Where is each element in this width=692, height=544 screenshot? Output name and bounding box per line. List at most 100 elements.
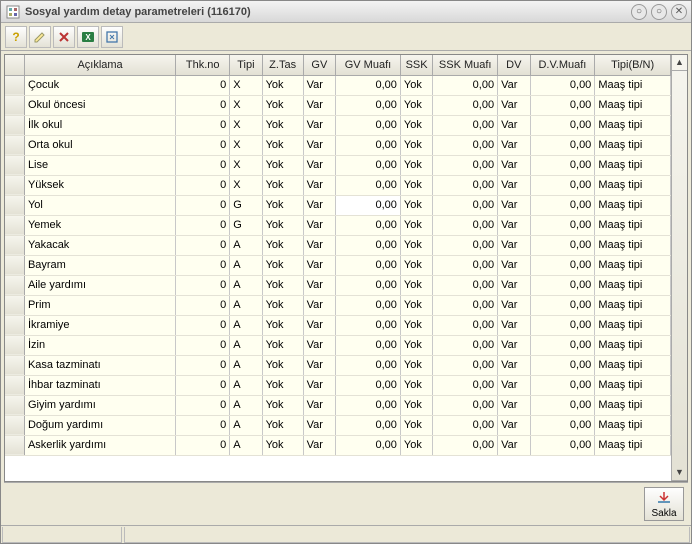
cell-sskmuafi[interactable]: 0,00 [433, 75, 498, 95]
refresh-button[interactable] [101, 26, 123, 48]
cell-ssk[interactable]: Yok [400, 135, 432, 155]
cell-aciklama[interactable]: Giyim yardımı [24, 395, 175, 415]
cell-sskmuafi[interactable]: 0,00 [433, 355, 498, 375]
cell-ssk[interactable]: Yok [400, 275, 432, 295]
row-handle[interactable] [5, 395, 24, 415]
cell-tipibn[interactable]: Maaş tipi [595, 235, 671, 255]
cell-tipi[interactable]: X [230, 155, 262, 175]
edit-button[interactable] [29, 26, 51, 48]
scroll-up-icon[interactable]: ▲ [672, 55, 687, 71]
cell-thkno[interactable]: 0 [176, 95, 230, 115]
cell-thkno[interactable]: 0 [176, 435, 230, 455]
cell-tipi[interactable]: X [230, 175, 262, 195]
table-row[interactable]: Kasa tazminatı0AYokVar0,00Yok0,00Var0,00… [5, 355, 671, 375]
cell-sskmuafi[interactable]: 0,00 [433, 315, 498, 335]
row-handle[interactable] [5, 235, 24, 255]
cell-dvmuafi[interactable]: 0,00 [530, 435, 595, 455]
cell-dv[interactable]: Var [498, 295, 530, 315]
cell-aciklama[interactable]: İhbar tazminatı [24, 375, 175, 395]
scroll-track[interactable] [672, 71, 687, 465]
cell-thkno[interactable]: 0 [176, 215, 230, 235]
cell-dv[interactable]: Var [498, 155, 530, 175]
cell-dv[interactable]: Var [498, 255, 530, 275]
col-header-aciklama[interactable]: Açıklama [24, 55, 175, 75]
cell-ssk[interactable]: Yok [400, 215, 432, 235]
cell-gvmuafi[interactable]: 0,00 [336, 115, 401, 135]
cell-gv[interactable]: Var [303, 235, 335, 255]
cell-sskmuafi[interactable]: 0,00 [433, 115, 498, 135]
cell-tipibn[interactable]: Maaş tipi [595, 295, 671, 315]
cell-tipibn[interactable]: Maaş tipi [595, 435, 671, 455]
cell-dvmuafi[interactable]: 0,00 [530, 215, 595, 235]
col-header-tipibn[interactable]: Tipi(B/N) [595, 55, 671, 75]
cell-tipibn[interactable]: Maaş tipi [595, 115, 671, 135]
cell-sskmuafi[interactable]: 0,00 [433, 255, 498, 275]
cell-aciklama[interactable]: Doğum yardımı [24, 415, 175, 435]
cell-thkno[interactable]: 0 [176, 395, 230, 415]
cell-tipi[interactable]: A [230, 235, 262, 255]
close-button[interactable]: ✕ [671, 4, 687, 20]
cell-thkno[interactable]: 0 [176, 75, 230, 95]
row-handle[interactable] [5, 275, 24, 295]
cell-ztas[interactable]: Yok [262, 295, 303, 315]
cell-dvmuafi[interactable]: 0,00 [530, 395, 595, 415]
table-row[interactable]: Askerlik yardımı0AYokVar0,00Yok0,00Var0,… [5, 435, 671, 455]
cell-dvmuafi[interactable]: 0,00 [530, 375, 595, 395]
cell-dv[interactable]: Var [498, 135, 530, 155]
cell-gvmuafi[interactable]: 0,00 [336, 295, 401, 315]
col-header-gv[interactable]: GV [303, 55, 335, 75]
table-row[interactable]: Okul öncesi0XYokVar0,00Yok0,00Var0,00Maa… [5, 95, 671, 115]
cell-gv[interactable]: Var [303, 175, 335, 195]
cell-aciklama[interactable]: Orta okul [24, 135, 175, 155]
cell-tipi[interactable]: X [230, 135, 262, 155]
cell-tipi[interactable]: A [230, 375, 262, 395]
cell-gvmuafi[interactable]: 0,00 [336, 255, 401, 275]
cell-dvmuafi[interactable]: 0,00 [530, 195, 595, 215]
cell-ztas[interactable]: Yok [262, 415, 303, 435]
cell-ssk[interactable]: Yok [400, 315, 432, 335]
cell-ssk[interactable]: Yok [400, 435, 432, 455]
cell-thkno[interactable]: 0 [176, 195, 230, 215]
cell-ztas[interactable]: Yok [262, 235, 303, 255]
cell-dvmuafi[interactable]: 0,00 [530, 235, 595, 255]
cell-tipi[interactable]: X [230, 95, 262, 115]
cell-sskmuafi[interactable]: 0,00 [433, 175, 498, 195]
cell-gvmuafi[interactable]: 0,00 [336, 195, 401, 215]
vertical-scrollbar[interactable]: ▲ ▼ [671, 55, 687, 481]
cell-dv[interactable]: Var [498, 175, 530, 195]
grid-scroll[interactable]: AçıklamaThk.noTipiZ.TasGVGV MuafıSSKSSK … [5, 55, 671, 481]
cell-ztas[interactable]: Yok [262, 75, 303, 95]
table-row[interactable]: Çocuk0XYokVar0,00Yok0,00Var0,00Maaş tipi [5, 75, 671, 95]
cell-gv[interactable]: Var [303, 395, 335, 415]
col-header-ssk[interactable]: SSK [400, 55, 432, 75]
col-header-tipi[interactable]: Tipi [230, 55, 262, 75]
table-row[interactable]: Prim0AYokVar0,00Yok0,00Var0,00Maaş tipi [5, 295, 671, 315]
table-row[interactable]: Yol0GYokVar0,00Yok0,00Var0,00Maaş tipi [5, 195, 671, 215]
cell-tipi[interactable]: A [230, 295, 262, 315]
help-button[interactable]: ? [5, 26, 27, 48]
cell-aciklama[interactable]: İzin [24, 335, 175, 355]
cell-tipibn[interactable]: Maaş tipi [595, 375, 671, 395]
cell-aciklama[interactable]: İkramiye [24, 315, 175, 335]
cell-gv[interactable]: Var [303, 115, 335, 135]
cell-gv[interactable]: Var [303, 215, 335, 235]
cell-thkno[interactable]: 0 [176, 255, 230, 275]
cell-tipibn[interactable]: Maaş tipi [595, 175, 671, 195]
table-row[interactable]: İzin0AYokVar0,00Yok0,00Var0,00Maaş tipi [5, 335, 671, 355]
cell-thkno[interactable]: 0 [176, 275, 230, 295]
cell-gvmuafi[interactable]: 0,00 [336, 235, 401, 255]
cell-aciklama[interactable]: Kasa tazminatı [24, 355, 175, 375]
row-handle[interactable] [5, 375, 24, 395]
cell-thkno[interactable]: 0 [176, 295, 230, 315]
cell-tipi[interactable]: A [230, 435, 262, 455]
cell-sskmuafi[interactable]: 0,00 [433, 95, 498, 115]
cell-ztas[interactable]: Yok [262, 95, 303, 115]
cell-ssk[interactable]: Yok [400, 235, 432, 255]
cell-tipibn[interactable]: Maaş tipi [595, 75, 671, 95]
cell-ssk[interactable]: Yok [400, 95, 432, 115]
cell-tipi[interactable]: X [230, 75, 262, 95]
cell-gvmuafi[interactable]: 0,00 [336, 355, 401, 375]
cell-tipibn[interactable]: Maaş tipi [595, 415, 671, 435]
cell-gv[interactable]: Var [303, 375, 335, 395]
cell-tipi[interactable]: A [230, 395, 262, 415]
